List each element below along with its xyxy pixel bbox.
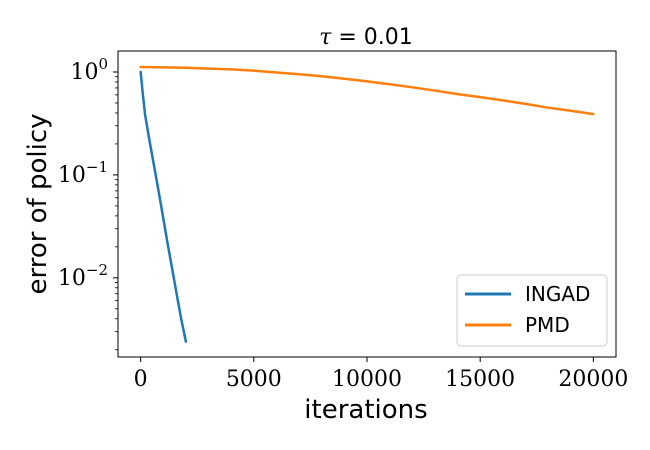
y-axis-label: error of policy xyxy=(23,113,53,294)
legend-label-ingad: INGAD xyxy=(525,282,590,306)
title-symbol: τ xyxy=(319,25,332,50)
title-value: = 0.01 xyxy=(331,25,412,50)
y-tick-label: 10−2 xyxy=(58,261,108,291)
legend-label-pmd: PMD xyxy=(525,313,570,337)
x-axis: 0 5000 10000 15000 20000 xyxy=(134,357,628,392)
legend: INGAD PMD xyxy=(456,274,608,347)
x-tick-label: 0 xyxy=(134,367,148,392)
y-axis: 100 10−1 10−2 xyxy=(58,55,118,351)
x-tick-label: 5000 xyxy=(226,367,282,392)
series-line-pmd xyxy=(139,65,595,116)
chart-title: τ = 0.01 xyxy=(319,25,413,50)
series-line-ingad xyxy=(139,70,188,343)
x-axis-label: iterations xyxy=(304,395,427,425)
x-tick-label: 10000 xyxy=(332,367,402,392)
y-tick-label: 100 xyxy=(70,55,108,85)
series-lines xyxy=(139,65,595,343)
y-tick-label: 10−1 xyxy=(58,158,108,188)
x-tick-label: 15000 xyxy=(445,367,515,392)
x-tick-label: 20000 xyxy=(558,367,628,392)
